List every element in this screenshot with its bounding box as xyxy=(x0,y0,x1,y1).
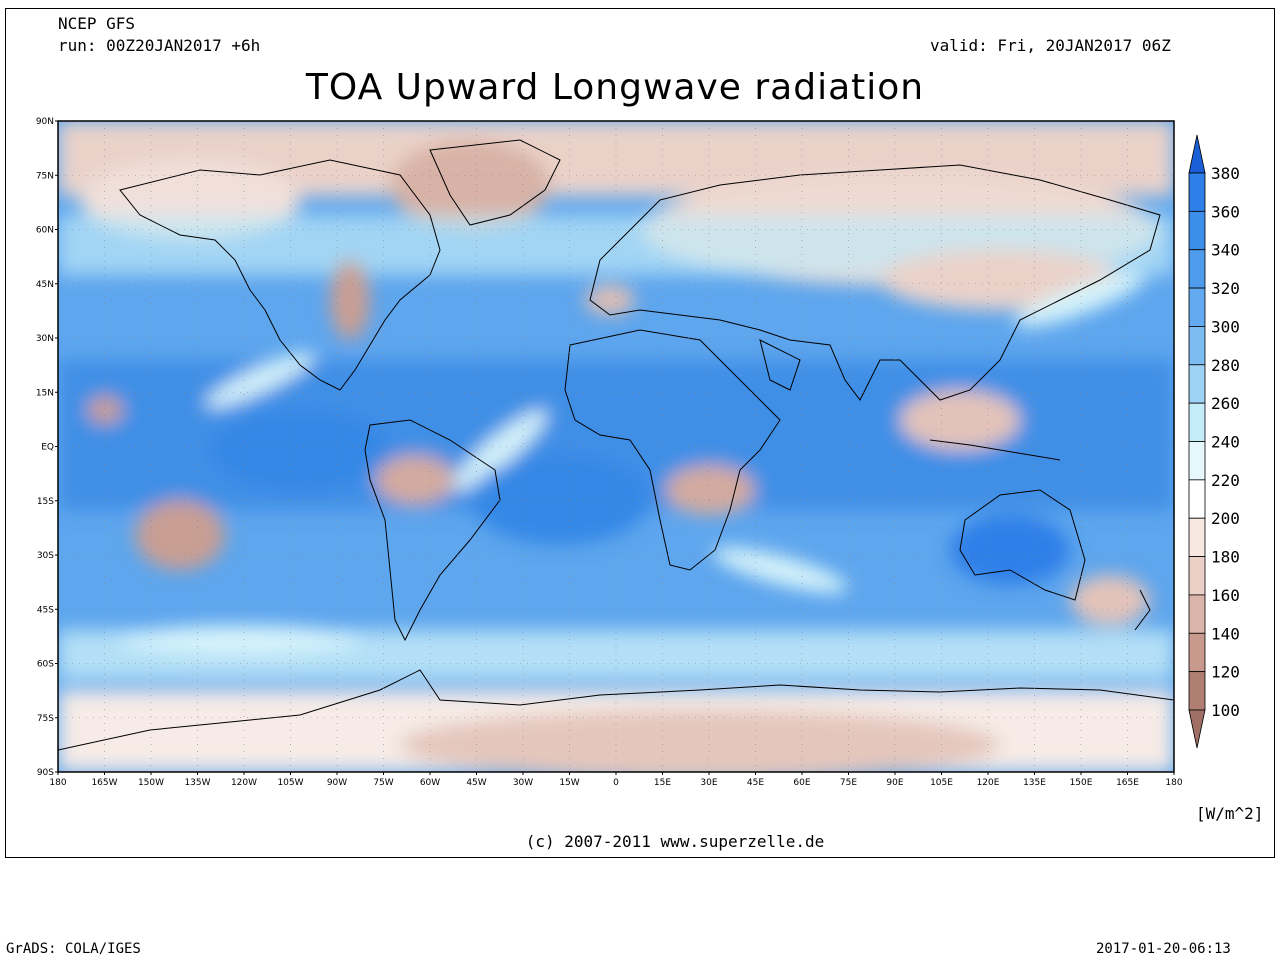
latitude-axis: 90N 75N 60N 45N 30N 15N EQ 15S 30S 45S 60S 75S 90S xyxy=(36,117,58,778)
colorbar-label: 120 xyxy=(1211,663,1240,682)
colorbar-label: 240 xyxy=(1211,433,1240,452)
valid-time: valid: Fri, 20JAN2017 06Z xyxy=(930,36,1171,55)
colorbar-segment xyxy=(1188,594,1206,634)
lat-tick-label: 15S xyxy=(37,497,54,507)
lon-tick-label: 135W xyxy=(184,778,210,788)
lon-tick-label: 150W xyxy=(138,778,164,788)
lon-tick-label: 60E xyxy=(793,778,810,788)
lon-tick-label: 30E xyxy=(700,778,717,788)
colorbar-label: 320 xyxy=(1211,279,1240,298)
lat-tick-label: 30S xyxy=(37,551,54,561)
lon-tick-label: 150E xyxy=(1070,778,1093,788)
lon-tick-label: 180 xyxy=(1165,778,1182,788)
map-title: TOA Upward Longwave radiation xyxy=(305,67,925,108)
colorbar-label: 340 xyxy=(1211,241,1240,260)
colorbar-segment xyxy=(1188,210,1206,251)
colorbar-top-arrow xyxy=(1188,134,1206,174)
lon-tick-label: 75E xyxy=(840,778,857,788)
colorbar-unit: [W/m^2] xyxy=(1196,804,1264,823)
lon-tick-label: 165W xyxy=(91,778,117,788)
lat-tick-label: 15N xyxy=(36,388,54,398)
colorbar-label: 300 xyxy=(1211,317,1240,336)
render-timestamp: 2017-01-20-06:13 xyxy=(1096,941,1231,957)
lat-tick-label: 45N xyxy=(36,280,54,290)
run-info: run: 00Z20JAN2017 +6h xyxy=(58,36,261,55)
colorbar-label: 140 xyxy=(1211,624,1240,643)
lat-tick-label: 90S xyxy=(37,768,54,778)
lon-tick-label: 30W xyxy=(513,778,533,788)
colorbar-segment xyxy=(1188,632,1206,673)
colorbar-segment xyxy=(1188,326,1206,366)
lon-tick-label: 105W xyxy=(277,778,303,788)
lat-tick-label: 75S xyxy=(37,714,54,724)
radiation-field xyxy=(58,121,1174,772)
copyright-text: (c) 2007-2011 www.superzelle.de xyxy=(525,832,825,851)
colorbar-label: 160 xyxy=(1211,586,1240,605)
colorbar-segment xyxy=(1188,172,1206,212)
lon-tick-label: 75W xyxy=(373,778,393,788)
colorbar-segment xyxy=(1188,441,1206,481)
longitude-axis: 180 165W 150W 135W 120W 105W 90W 75W 60W 45W 30W 15… xyxy=(49,772,1183,788)
lon-tick-label: 15W xyxy=(559,778,579,788)
lon-tick-label: 45E xyxy=(747,778,764,788)
lat-tick-label: 60S xyxy=(37,660,54,670)
lon-tick-label: 90E xyxy=(886,778,903,788)
colorbar-label: 200 xyxy=(1211,509,1240,528)
lat-tick-label: 75N xyxy=(36,171,54,181)
colorbar-bottom-arrow xyxy=(1188,709,1206,749)
lon-tick-label: 45W xyxy=(466,778,486,788)
colorbar-segment xyxy=(1188,287,1206,327)
colorbar-label: 100 xyxy=(1211,701,1240,720)
colorbar-label: 220 xyxy=(1211,471,1240,490)
lat-tick-label: EQ xyxy=(41,443,54,453)
software-credit: GrADS: COLA/IGES xyxy=(6,941,141,957)
lat-tick-label: 45S xyxy=(37,605,54,615)
lon-tick-label: 180 xyxy=(49,778,66,788)
lat-tick-label: 60N xyxy=(36,226,54,236)
colorbar-label: 280 xyxy=(1211,356,1240,375)
colorbar-segment xyxy=(1188,402,1206,442)
colorbar-segment xyxy=(1188,671,1206,711)
colorbar-label: 380 xyxy=(1211,164,1240,183)
colorbar-segment xyxy=(1188,556,1206,596)
colorbar-segment xyxy=(1188,364,1206,404)
lon-tick-label: 90W xyxy=(327,778,347,788)
colorbar-label: 360 xyxy=(1211,202,1240,221)
model-source: NCEP GFS xyxy=(58,14,136,33)
colorbar-segment xyxy=(1188,249,1206,289)
lon-tick-label: 135E xyxy=(1023,778,1046,788)
lon-tick-label: 165E xyxy=(1116,778,1139,788)
lon-tick-label: 60W xyxy=(420,778,440,788)
lon-tick-label: 15E xyxy=(654,778,671,788)
colorbar: 380 360 340 320 300 280 260 240 220 200 180 160 140 1… xyxy=(1188,134,1240,749)
colorbar-label: 180 xyxy=(1211,548,1240,567)
lon-tick-label: 0 xyxy=(613,778,619,788)
colorbar-label: 260 xyxy=(1211,394,1240,413)
lon-tick-label: 120W xyxy=(231,778,257,788)
lat-tick-label: 90N xyxy=(36,117,54,127)
colorbar-segment xyxy=(1188,517,1206,557)
lon-tick-label: 105E xyxy=(930,778,953,788)
lon-tick-label: 120E xyxy=(977,778,1000,788)
plot-frame xyxy=(5,8,1275,858)
lat-tick-label: 30N xyxy=(36,334,54,344)
colorbar-segment xyxy=(1188,479,1206,519)
